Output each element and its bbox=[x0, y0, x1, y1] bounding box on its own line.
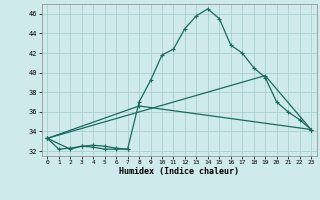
X-axis label: Humidex (Indice chaleur): Humidex (Indice chaleur) bbox=[119, 167, 239, 176]
